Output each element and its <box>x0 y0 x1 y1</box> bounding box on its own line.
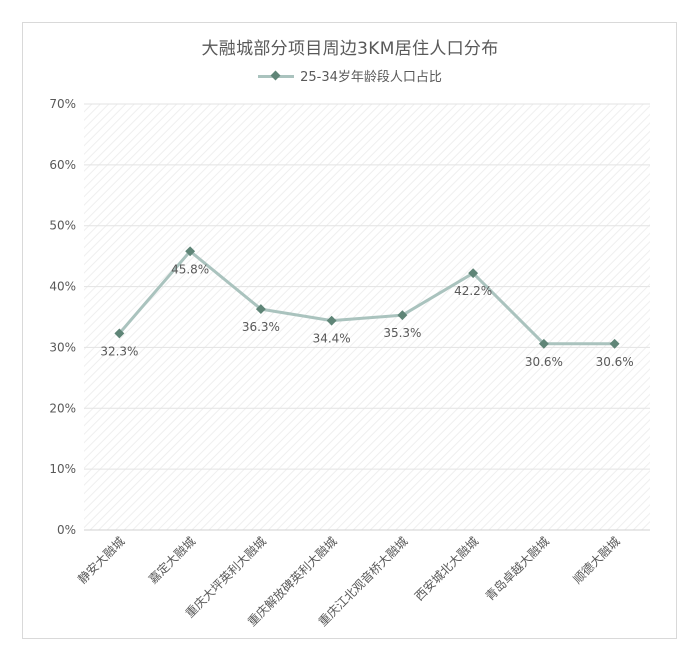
series-line <box>118 249 615 346</box>
y-tick-label: 70% <box>49 97 76 111</box>
data-point <box>468 268 479 279</box>
chart-title: 大融城部分项目周边3KM居住人口分布 <box>201 39 499 59</box>
data-label: 34.4% <box>313 332 351 346</box>
chart-legend: 25-34岁年龄段人口占比 <box>0 66 700 85</box>
x-tick-label: 西安城北大融城 <box>411 534 481 604</box>
data-point <box>255 304 266 315</box>
y-tick-label: 40% <box>49 280 76 294</box>
data-point <box>397 310 408 321</box>
x-tick-label: 嘉定大融城 <box>145 534 198 587</box>
data-label: 32.3% <box>100 344 138 358</box>
y-tick-label: 0% <box>57 523 76 537</box>
y-tick-label: 60% <box>49 158 76 172</box>
data-point <box>538 338 549 349</box>
legend-line-marker-icon <box>258 70 295 81</box>
y-tick-label: 50% <box>49 219 76 233</box>
data-label: 36.3% <box>242 320 280 334</box>
data-point <box>326 315 337 326</box>
data-label: 42.2% <box>454 284 492 298</box>
x-tick-label: 静安大融城 <box>74 534 127 587</box>
y-tick-label: 30% <box>49 340 76 354</box>
legend-series-label: 25-34岁年龄段人口占比 <box>300 70 442 85</box>
y-tick-label: 10% <box>49 462 76 476</box>
x-tick-label: 顺德大融城 <box>570 534 623 587</box>
data-label: 45.8% <box>171 262 209 276</box>
x-tick-label: 青岛卓越大融城 <box>482 534 552 604</box>
data-point <box>609 338 620 349</box>
data-label: 35.3% <box>383 326 421 340</box>
data-label: 30.6% <box>596 355 634 369</box>
data-point <box>185 246 196 257</box>
y-tick-label: 20% <box>49 401 76 415</box>
data-label: 30.6% <box>525 355 563 369</box>
